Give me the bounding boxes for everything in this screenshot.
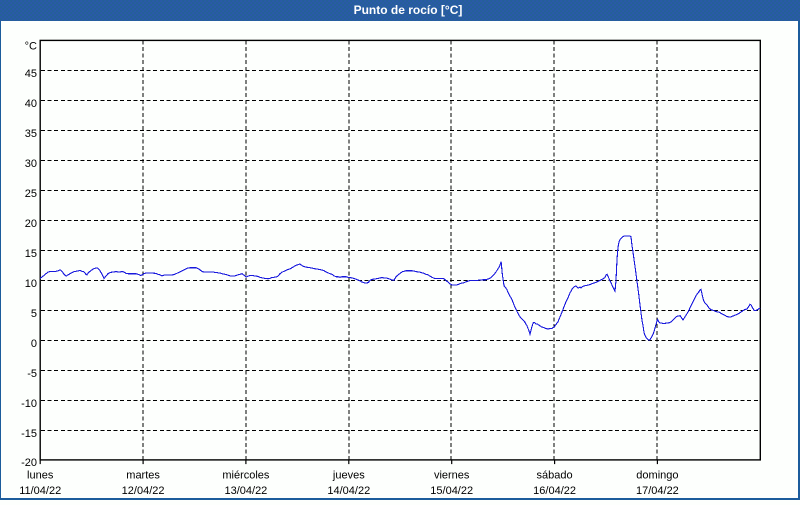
svg-text:15: 15 <box>25 248 37 260</box>
svg-text:5: 5 <box>31 308 37 320</box>
svg-text:martes: martes <box>126 470 160 482</box>
svg-text:13/04/22: 13/04/22 <box>224 485 267 497</box>
svg-text:30: 30 <box>25 158 37 170</box>
svg-text:-15: -15 <box>21 428 37 440</box>
svg-text:°C: °C <box>25 41 37 53</box>
svg-text:45: 45 <box>25 68 37 80</box>
svg-text:17/04/22: 17/04/22 <box>636 485 679 497</box>
svg-text:domingo: domingo <box>636 470 678 482</box>
svg-text:20: 20 <box>25 218 37 230</box>
svg-text:-5: -5 <box>27 368 37 380</box>
svg-text:15/04/22: 15/04/22 <box>430 485 473 497</box>
svg-text:12/04/22: 12/04/22 <box>122 485 165 497</box>
svg-text:miércoles: miércoles <box>222 470 270 482</box>
svg-text:viernes: viernes <box>434 470 470 482</box>
svg-text:35: 35 <box>25 128 37 140</box>
svg-text:jueves: jueves <box>332 470 365 482</box>
svg-text:11/04/22: 11/04/22 <box>19 485 61 497</box>
svg-text:lunes: lunes <box>27 470 54 482</box>
svg-text:16/04/22: 16/04/22 <box>533 485 576 497</box>
svg-text:0: 0 <box>31 338 37 350</box>
svg-text:40: 40 <box>25 98 37 110</box>
svg-text:25: 25 <box>25 188 37 200</box>
svg-text:14/04/22: 14/04/22 <box>327 485 370 497</box>
svg-text:-20: -20 <box>21 457 37 469</box>
svg-text:sábado: sábado <box>537 470 573 482</box>
svg-text:-10: -10 <box>21 398 37 410</box>
svg-text:10: 10 <box>25 278 37 290</box>
